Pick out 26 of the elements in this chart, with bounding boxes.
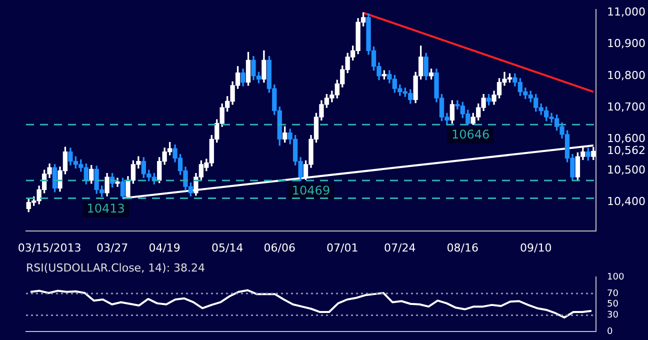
ref-line-label: 10469	[292, 184, 330, 198]
y-tick-label: 10,500	[607, 164, 646, 177]
chart-title: RSI(USDOLLAR.Close, 14): 38.24	[26, 261, 206, 274]
y-tick-label: 50	[607, 300, 619, 310]
x-tick-label: 07/01	[326, 241, 358, 254]
x-tick-label: 03/27	[96, 241, 128, 254]
x-tick-label: 08/16	[446, 241, 479, 254]
y-tick-label: 30	[607, 310, 619, 321]
y-tick-label: 10,400	[607, 195, 646, 208]
x-tick-label: 04/19	[148, 241, 180, 254]
x-tick-label: 06/06	[264, 241, 296, 254]
x-tick-label: 07/24	[384, 241, 416, 254]
y-tick-label: 70	[607, 288, 619, 299]
ref-line-label: 10413	[86, 201, 125, 216]
y-tick-label: 10,900	[607, 37, 646, 50]
x-tick-label: 09/10	[520, 241, 552, 254]
x-tick-label: 05/14	[211, 241, 244, 254]
y-tick-label: 11,000	[607, 6, 646, 19]
x-tick-label: 03/15/2013	[18, 241, 82, 254]
y-tick-label: 100	[607, 272, 624, 283]
y-tick-label: 0	[607, 326, 613, 337]
y-tick-label: 10,600	[607, 132, 646, 146]
ref-line-label: 10646	[452, 128, 490, 142]
y-tick-label: 10,562	[607, 144, 646, 158]
y-tick-label: 10,700	[607, 100, 646, 114]
y-tick-label: 10,800	[607, 68, 646, 82]
